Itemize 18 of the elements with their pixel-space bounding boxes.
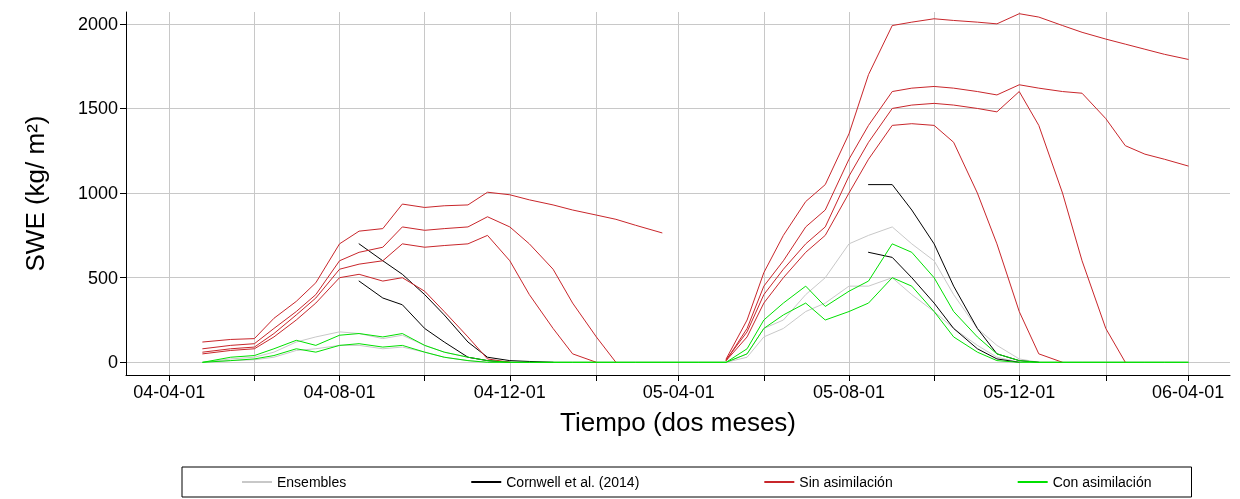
x-tick-label: 05-12-01 xyxy=(983,382,1056,402)
y-tick-label: 2000 xyxy=(77,13,118,34)
x-tick-label: 06-04-01 xyxy=(1152,382,1225,402)
y-tick-label: 1500 xyxy=(77,98,118,119)
legend-label: Cornwell et al. (2014) xyxy=(506,474,640,490)
y-tick-label: 0 xyxy=(107,352,118,373)
y-axis-title: SWE (kg/ m²) xyxy=(20,115,50,272)
x-tick-label: 04-12-01 xyxy=(473,382,546,402)
x-tick-label: 05-08-01 xyxy=(812,382,885,402)
legend-label: Ensembles xyxy=(277,474,347,490)
x-tick-label: 04-04-01 xyxy=(133,382,206,402)
x-tick-label: 04-08-01 xyxy=(303,382,376,402)
x-tick-label: 05-04-01 xyxy=(642,382,715,402)
x-axis-title: Tiempo (dos meses) xyxy=(560,407,796,437)
y-tick-label: 1000 xyxy=(77,183,118,204)
legend-label: Sin asimilación xyxy=(799,474,893,490)
legend-label: Con asimilación xyxy=(1052,474,1152,490)
y-tick-label: 500 xyxy=(87,267,118,288)
